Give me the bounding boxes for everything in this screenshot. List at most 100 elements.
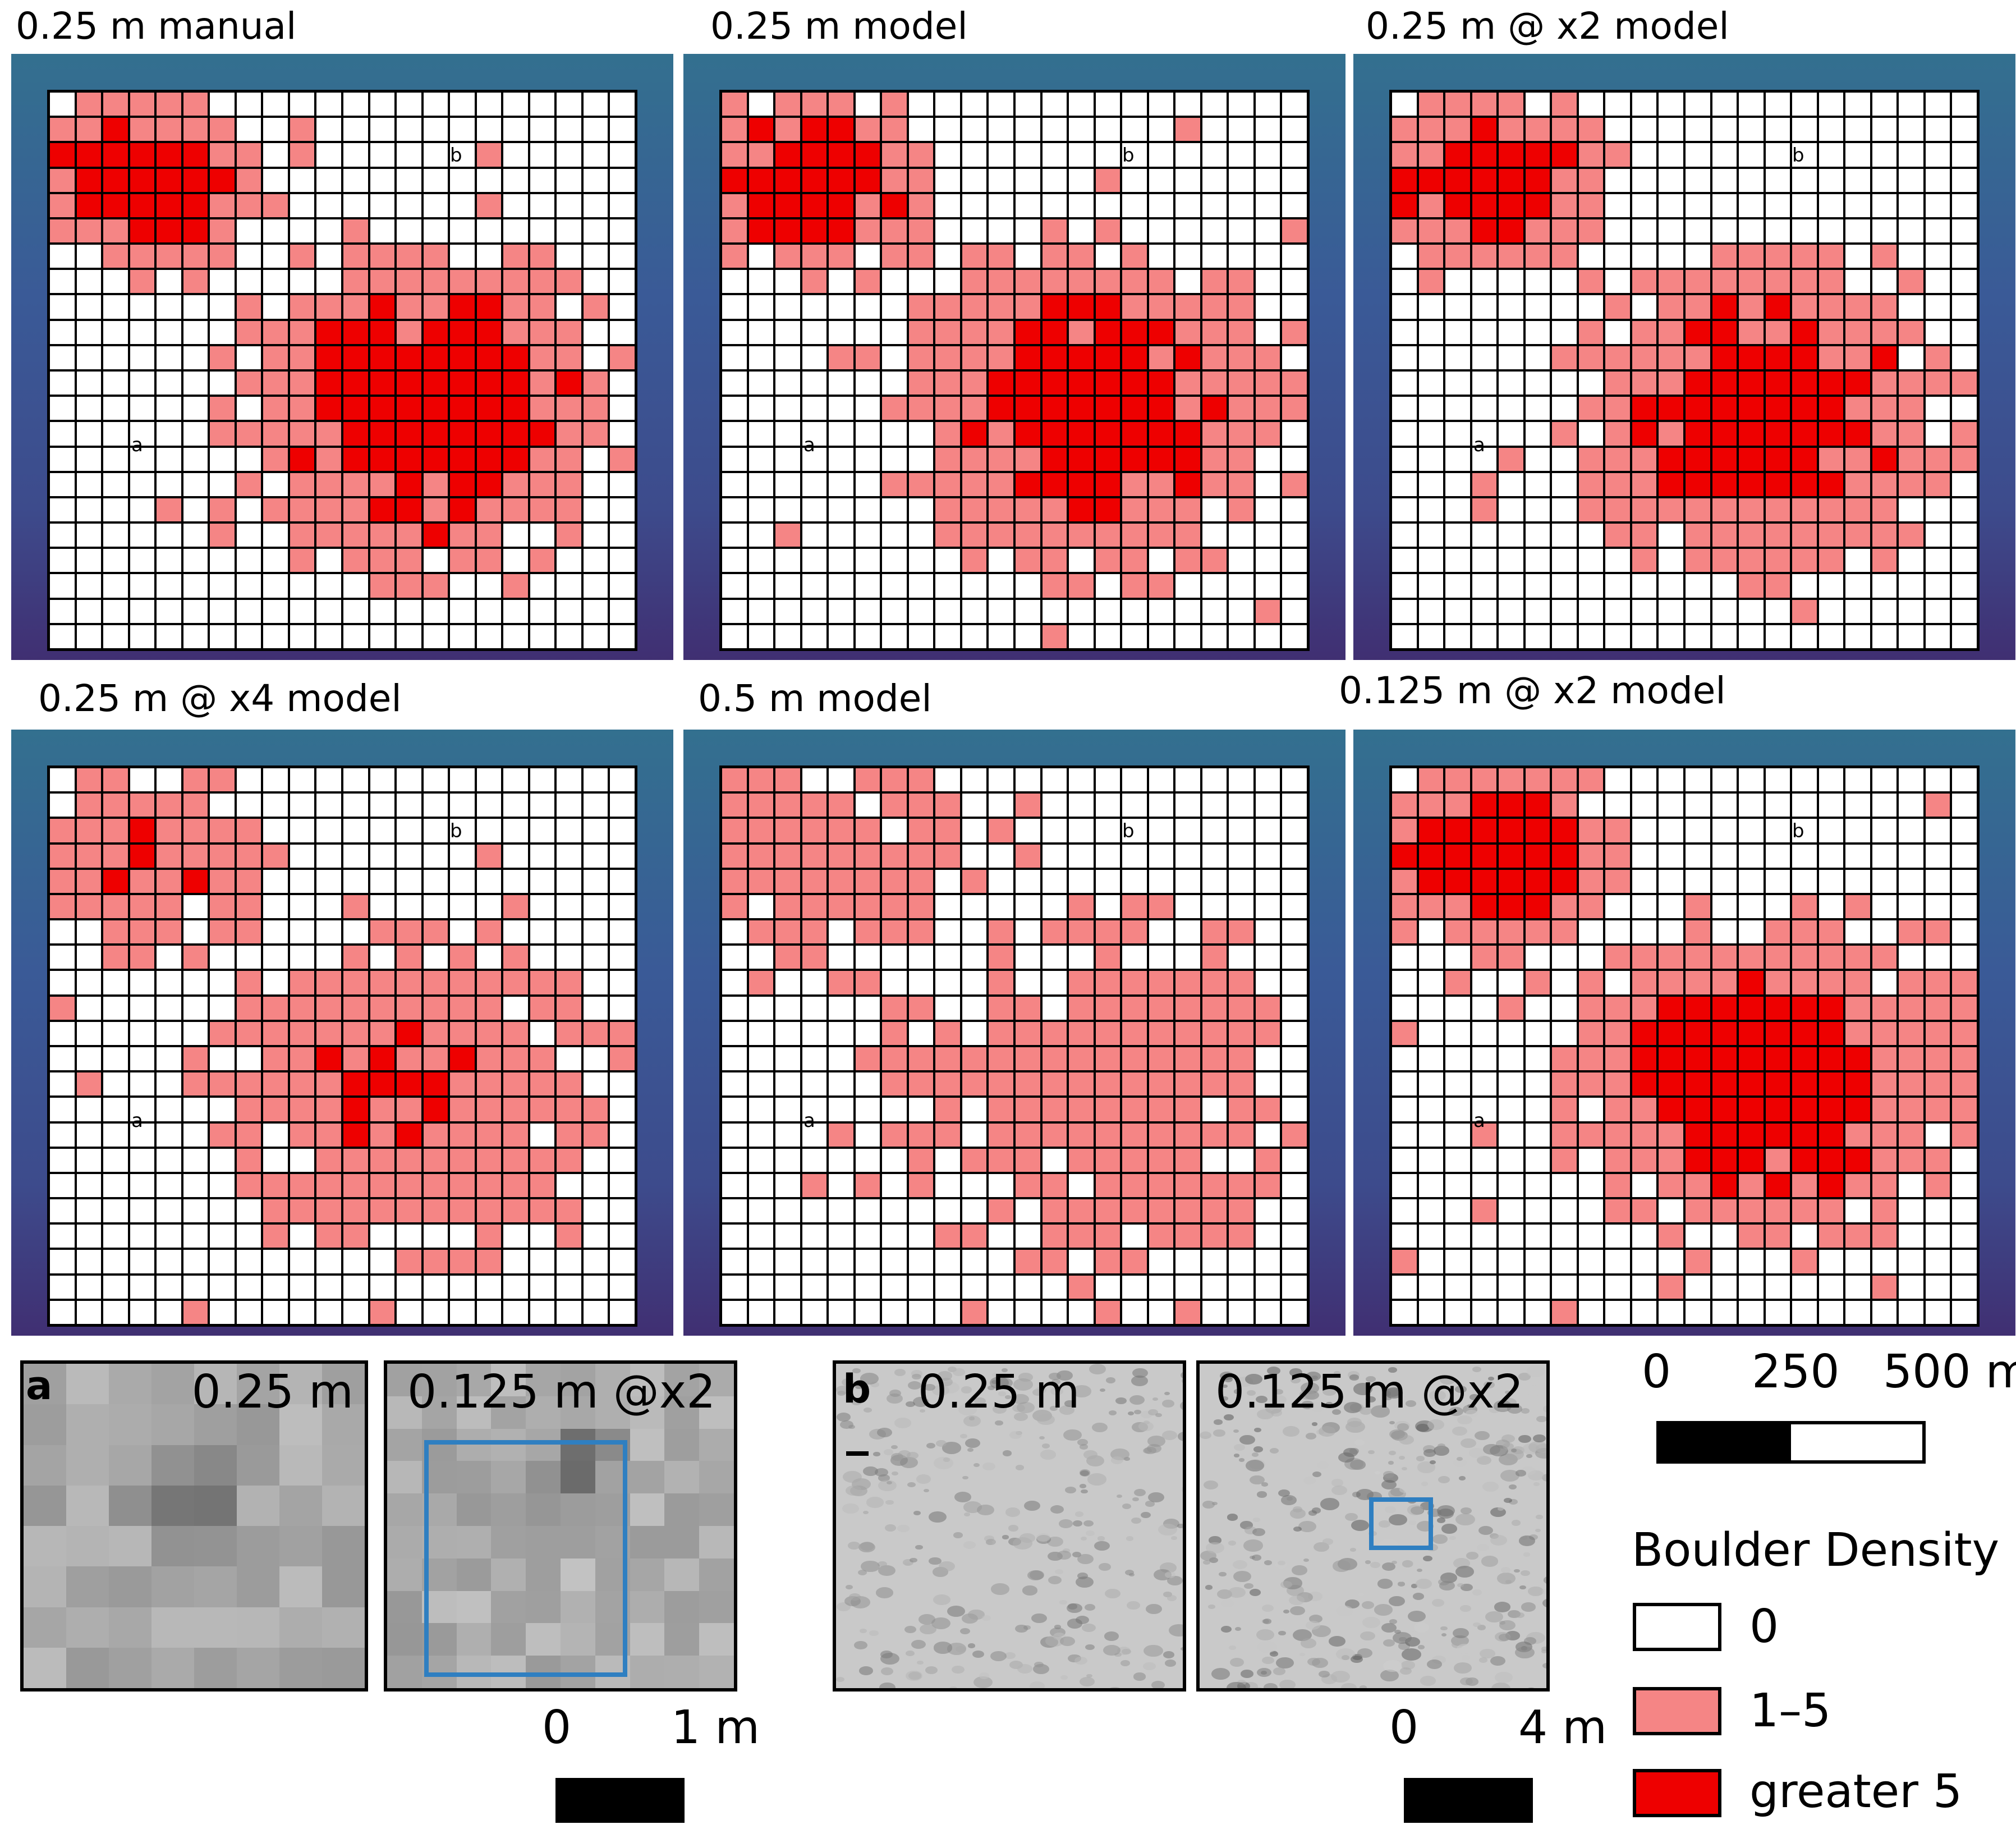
grid-cell [721, 370, 748, 396]
grid-cell [988, 970, 1014, 996]
grid-cell [961, 1249, 988, 1275]
texture-speck [912, 1373, 921, 1380]
grid-cell [1014, 446, 1041, 472]
grid-cell [315, 244, 342, 269]
grid-cell [1391, 218, 1418, 244]
texture-speck [1245, 1373, 1263, 1385]
grid-cell [1604, 1071, 1631, 1097]
grid-cell [1657, 319, 1684, 345]
grid-cell [1094, 1299, 1122, 1325]
grid-cell [1951, 522, 1978, 548]
grid-cell [555, 548, 582, 574]
grid-cell [961, 1122, 988, 1148]
grid-cell [1711, 471, 1738, 497]
grid-cell [1738, 1046, 1765, 1072]
grid-cell [582, 294, 609, 320]
grid-cell [475, 1223, 503, 1249]
texture-speck [846, 1486, 862, 1496]
grid-cell [1201, 269, 1228, 295]
grid-cell [1791, 843, 1818, 869]
map-scale-bar-filled [1660, 1424, 1791, 1460]
grid-cell [182, 167, 209, 193]
texture-speck [1457, 1643, 1473, 1654]
inset-letter-a: a [26, 1363, 53, 1409]
grid-cell [721, 624, 748, 649]
grid-cell [1391, 522, 1418, 548]
texture-speck [1389, 1420, 1395, 1425]
grid-cell [1174, 345, 1201, 370]
grid-cell [1281, 421, 1308, 447]
grid-cell [774, 396, 801, 421]
grid-cell [1041, 471, 1068, 497]
grid-cell [475, 1097, 503, 1122]
grid-cell [1524, 818, 1551, 844]
grid-cell [1147, 818, 1175, 844]
grid-cell [396, 192, 423, 218]
grid-cell [1068, 218, 1095, 244]
grid-cell [609, 995, 636, 1021]
grid-cell [102, 421, 129, 447]
grid-cell [1228, 818, 1255, 844]
grid-cell [1121, 497, 1148, 523]
grid-cell [721, 117, 748, 143]
grid-cell [1631, 1097, 1658, 1122]
grid-cell [49, 167, 76, 193]
grid-cell [1604, 117, 1631, 143]
grid-cell [422, 421, 449, 447]
grid-cell [1201, 767, 1228, 793]
grid-cell [1711, 319, 1738, 345]
grid-cell [1147, 244, 1175, 269]
grid-cell [934, 1172, 961, 1199]
grid-cell [529, 421, 556, 447]
grid-cell [582, 893, 609, 920]
texture-speck [1243, 1539, 1263, 1552]
texture-speck [1132, 1497, 1139, 1502]
grid-cell [854, 1097, 881, 1122]
grid-cell [1817, 818, 1845, 844]
grid-cell [961, 319, 988, 345]
texture-speck [843, 1471, 862, 1483]
grid-cell [262, 1172, 289, 1199]
grid-cell [1417, 624, 1445, 649]
grid-cell [75, 294, 103, 320]
grid-cell [209, 868, 236, 894]
grid-cell [934, 1071, 961, 1097]
image-pixel [66, 1647, 109, 1688]
texture-speck [1494, 1672, 1513, 1684]
grid-cell [1604, 497, 1631, 523]
texture-speck [1233, 1454, 1240, 1458]
grid-cell [1577, 1299, 1605, 1325]
grid-cell [1604, 319, 1631, 345]
grid-cell [1041, 421, 1068, 447]
grid-cell [396, 945, 423, 970]
grid-cell [854, 995, 881, 1021]
grid-cell [582, 995, 609, 1021]
grid-cell [1201, 167, 1228, 193]
grid-cell [961, 1097, 988, 1122]
grid-cell [582, 142, 609, 168]
grid-cell [1524, 497, 1551, 523]
grid-cell [721, 868, 748, 894]
grid-cell [1281, 1097, 1308, 1122]
grid-cell [1041, 1274, 1068, 1300]
grid-cell [988, 1249, 1014, 1275]
grid-cell [102, 192, 129, 218]
grid-cell [475, 218, 503, 244]
grid-cell [555, 624, 582, 649]
grid-cell [235, 218, 263, 244]
texture-speck [991, 1380, 998, 1385]
texture-speck [1181, 1483, 1183, 1496]
grid-cell [961, 1071, 988, 1097]
texture-speck [1233, 1570, 1251, 1582]
grid-cell [1844, 1172, 1871, 1199]
grid-cell [1147, 142, 1175, 168]
grid-cell [1738, 319, 1765, 345]
texture-speck [1393, 1631, 1412, 1644]
grid-cell [934, 843, 961, 869]
grid-cell [934, 1223, 961, 1249]
grid-cell [235, 1198, 263, 1224]
grid-cell [1524, 1097, 1551, 1122]
grid-cell [1711, 421, 1738, 447]
grid-cell [881, 192, 908, 218]
grid-cell [854, 497, 881, 523]
